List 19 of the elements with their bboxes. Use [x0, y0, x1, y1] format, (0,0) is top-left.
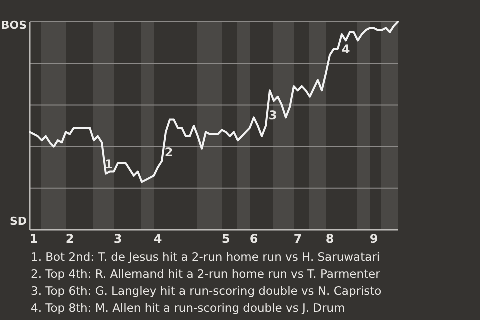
x-tick-label: 9: [370, 232, 378, 246]
text: 3. Top 6th: G. Langley hit a run-scoring double vs N. Capristo: [31, 284, 382, 298]
x-tick-label: 5: [222, 232, 230, 246]
text: BOS: [1, 19, 28, 32]
annotation: 1: [104, 157, 114, 172]
annotation: 3: [268, 108, 278, 122]
x-tick-label: 8: [326, 232, 334, 246]
x-tick-label: 6: [250, 232, 258, 246]
text: 2. Top 4th: R. Allemand hit a 2-run home run vs T. Parmenter: [31, 267, 381, 281]
x-tick-label: 4: [154, 232, 162, 246]
x-tick-label: 2: [66, 232, 74, 246]
annotation: 4: [342, 42, 350, 56]
text: 4. Top 8th: M. Allen hit a run-scoring double vs J. Drum: [31, 301, 346, 315]
x-tick-label: 7: [294, 232, 302, 246]
text: SD: [10, 215, 27, 228]
text: 1. Bot 2nd: T. de Jesus hit a 2-run home run vs H. Saruwatari: [31, 250, 380, 264]
x-tick-label: 3: [114, 232, 122, 246]
annotation: 2: [164, 145, 174, 160]
x-tick-label: 1: [30, 232, 38, 246]
